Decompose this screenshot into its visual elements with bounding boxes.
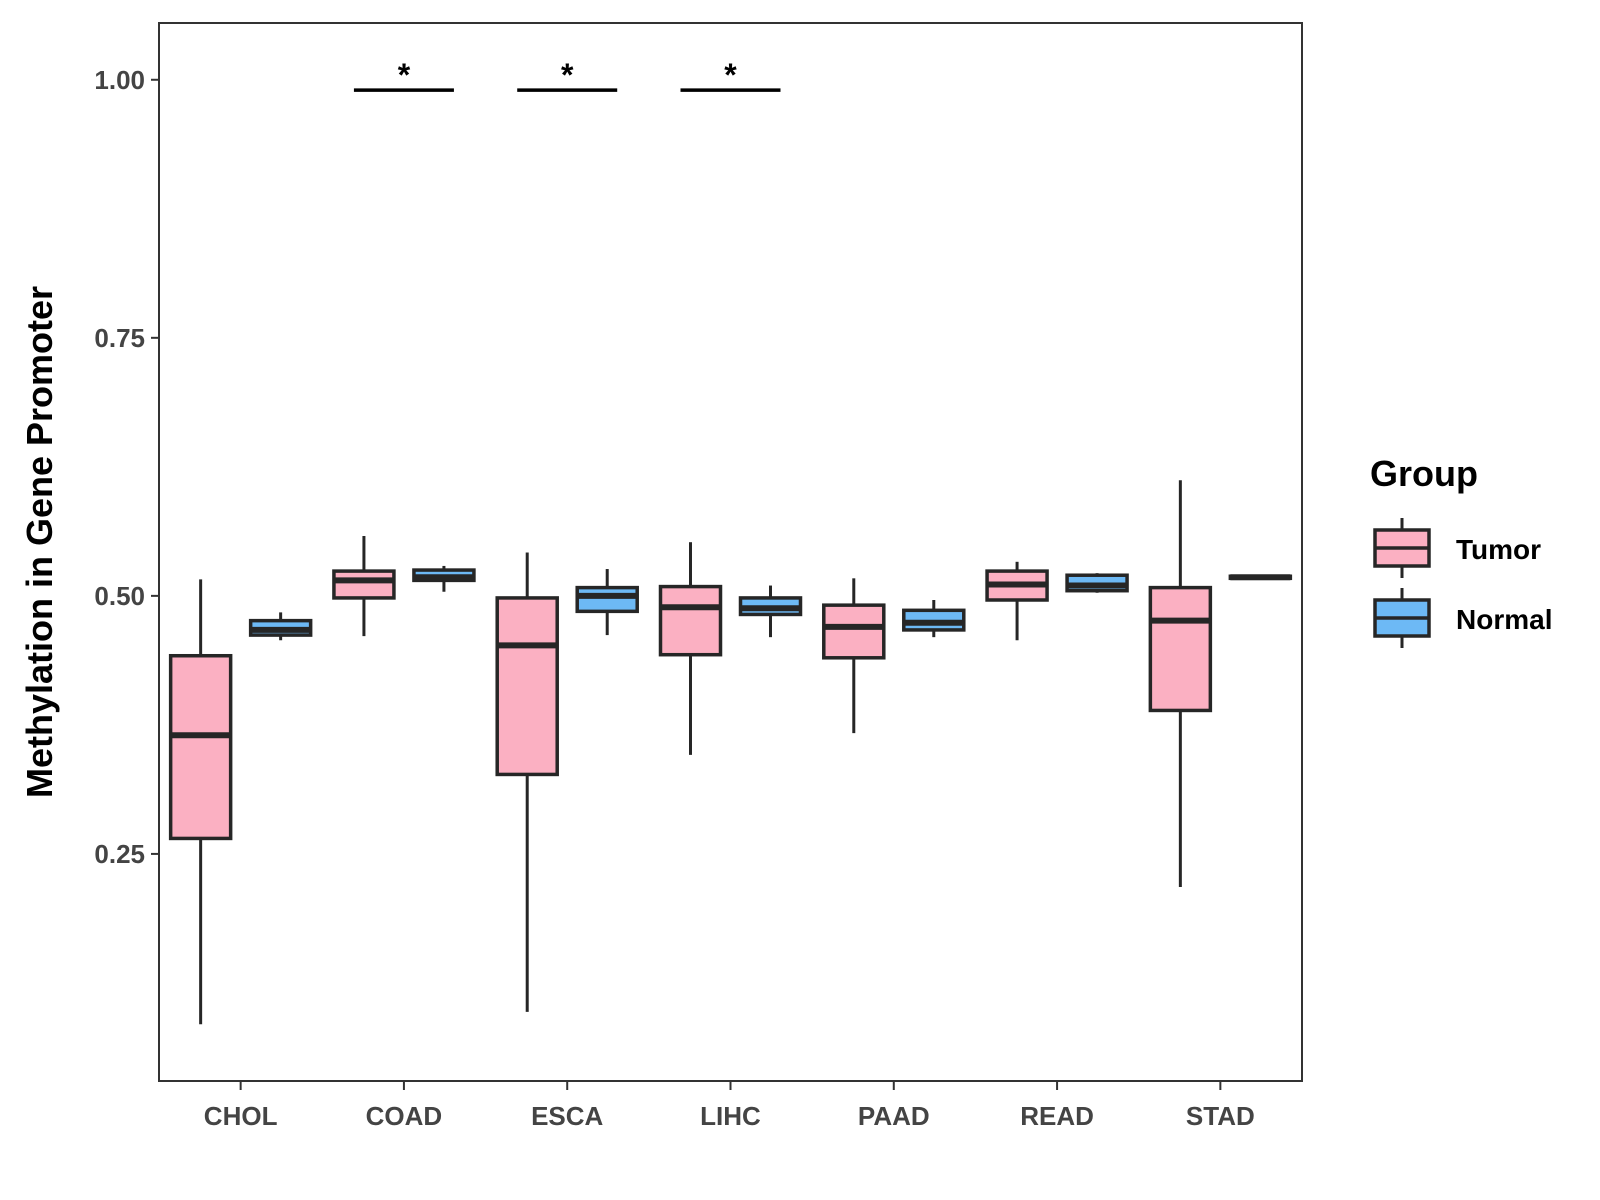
significance-annotations: * * * (353, 57, 781, 93)
box-normal-coad (412, 565, 476, 592)
legend-item-normal: Normal (1373, 588, 1552, 648)
box-body (822, 603, 886, 660)
box-body (575, 585, 639, 614)
box-normal-lihc (738, 585, 803, 638)
legend: Group Tumor Normal (1370, 453, 1552, 648)
box-body (658, 584, 723, 657)
plot-background (159, 23, 1302, 1081)
box-tumor-coad (332, 536, 396, 637)
x-tick-label: READ (1020, 1101, 1094, 1131)
box-body (332, 569, 396, 600)
significance-star: * (561, 57, 574, 93)
significance-coad: * (353, 57, 454, 93)
box-tumor-paad (822, 578, 886, 734)
y-tick-label: 0.50 (94, 581, 145, 611)
box-tumor-chol (168, 579, 233, 1025)
box-tumor-read (985, 561, 1049, 641)
x-tick-label: ESCA (531, 1101, 603, 1131)
plot-area (159, 23, 1302, 1081)
x-tick-label: PAAD (858, 1101, 930, 1131)
box-normal-esca (575, 569, 639, 636)
y-axis-title: Methylation in Gene Promoter (19, 286, 60, 798)
x-tick-label: STAD (1186, 1101, 1255, 1131)
box-tumor-lihc (658, 542, 723, 755)
boxes-layer (168, 480, 1293, 1025)
significance-esca: * (517, 57, 618, 93)
box-tumor-esca (495, 552, 559, 1012)
box-normal-read (1065, 573, 1129, 593)
box-normal-stad (1228, 574, 1293, 581)
significance-lihc: * (680, 57, 781, 93)
legend-label: Tumor (1456, 534, 1541, 565)
x-tick-label: COAD (366, 1101, 443, 1131)
y-tick-label: 0.25 (94, 839, 145, 869)
significance-star: * (724, 57, 737, 93)
box-body (495, 596, 559, 777)
legend-entries: Tumor Normal (1373, 518, 1552, 648)
box-normal-paad (902, 599, 966, 638)
x-tick-label: LIHC (700, 1101, 761, 1131)
legend-label: Normal (1456, 604, 1552, 635)
legend-title: Group (1370, 453, 1478, 494)
legend-item-tumor: Tumor (1373, 518, 1541, 578)
box-body (1148, 585, 1213, 713)
significance-star: * (398, 57, 411, 93)
box-normal-chol (248, 612, 313, 641)
box-tumor-stad (1148, 480, 1213, 887)
y-tick-label: 1.00 (94, 65, 145, 95)
box-body (168, 653, 233, 841)
x-tick-label: CHOL (204, 1101, 278, 1131)
y-tick-label: 0.75 (94, 323, 145, 353)
axes-layer: 0.25 0.50 0.75 1.00 CHOL COAD ESCA LIHC PAAD READ… (94, 22, 1303, 1131)
